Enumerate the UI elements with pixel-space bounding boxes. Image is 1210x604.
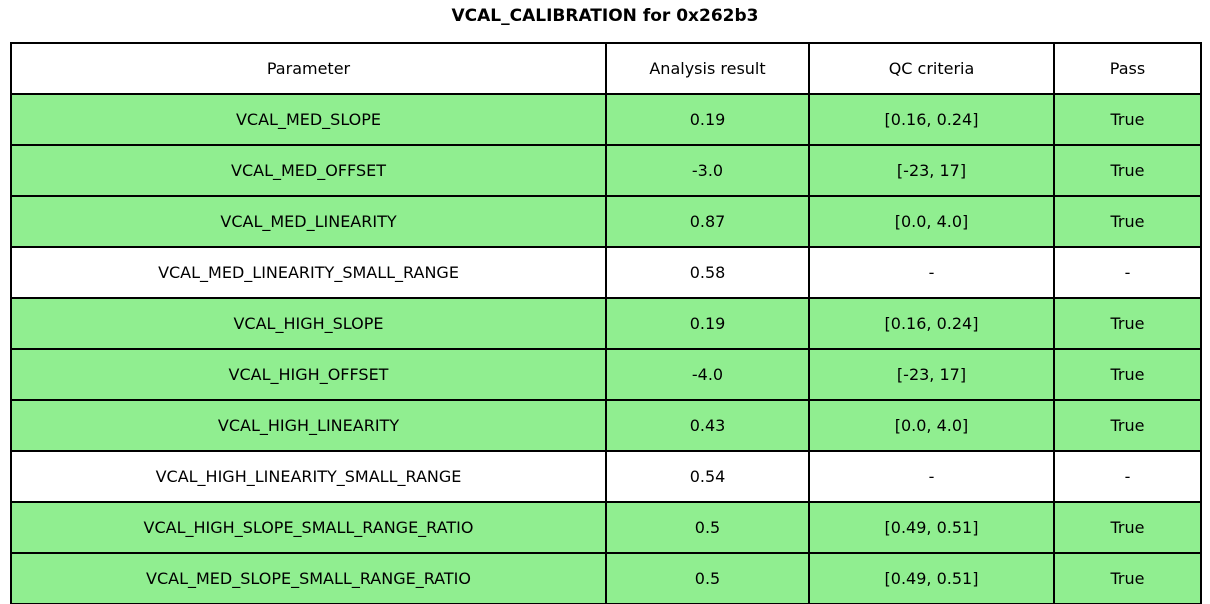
cell-pass: True xyxy=(1053,195,1202,248)
cell-parameter: VCAL_MED_LINEARITY_SMALL_RANGE xyxy=(10,246,607,299)
cell-pass: True xyxy=(1053,399,1202,452)
cell-pass: True xyxy=(1053,144,1202,197)
cell-pass: - xyxy=(1053,246,1202,299)
cell-result: 0.58 xyxy=(605,246,810,299)
cell-parameter: VCAL_MED_OFFSET xyxy=(10,144,607,197)
column-header-qc-criteria: QC criteria xyxy=(808,42,1055,95)
cell-parameter: VCAL_MED_LINEARITY xyxy=(10,195,607,248)
cell-criteria: - xyxy=(808,246,1055,299)
qc-calibration-table: Parameter Analysis result QC criteria Pa… xyxy=(10,42,1202,604)
table-row: VCAL_HIGH_SLOPE_SMALL_RANGE_RATIO 0.5 [0.4… xyxy=(10,501,1202,554)
cell-result: 0.54 xyxy=(605,450,810,503)
cell-criteria: [0.49, 0.51] xyxy=(808,501,1055,554)
cell-pass: True xyxy=(1053,501,1202,554)
cell-parameter: VCAL_HIGH_OFFSET xyxy=(10,348,607,401)
cell-pass: True xyxy=(1053,93,1202,146)
cell-result: 0.87 xyxy=(605,195,810,248)
cell-result: 0.5 xyxy=(605,501,810,554)
cell-criteria: [0.16, 0.24] xyxy=(808,93,1055,146)
cell-parameter: VCAL_MED_SLOPE_SMALL_RANGE_RATIO xyxy=(10,552,607,604)
cell-pass: - xyxy=(1053,450,1202,503)
table-row: VCAL_MED_OFFSET -3.0 [-23, 17] True xyxy=(10,144,1202,197)
cell-parameter: VCAL_HIGH_LINEARITY_SMALL_RANGE xyxy=(10,450,607,503)
column-header-parameter: Parameter xyxy=(10,42,607,95)
cell-result: 0.43 xyxy=(605,399,810,452)
table-row: VCAL_MED_LINEARITY_SMALL_RANGE 0.58- - xyxy=(10,246,1202,299)
cell-parameter: VCAL_HIGH_SLOPE_SMALL_RANGE_RATIO xyxy=(10,501,607,554)
cell-parameter: VCAL_HIGH_SLOPE xyxy=(10,297,607,350)
cell-criteria: [0.0, 4.0] xyxy=(808,399,1055,452)
cell-pass: True xyxy=(1053,297,1202,350)
table-body: VCAL_MED_SLOPE 0.19 [0.16, 0.24] True VCAL_M… xyxy=(10,93,1202,604)
table-row: VCAL_HIGH_OFFSET -4.0 [-23, 17] True xyxy=(10,348,1202,401)
table-row: VCAL_HIGH_LINEARITY 0.43 [0.0, 4.0] True xyxy=(10,399,1202,452)
cell-result: 0.19 xyxy=(605,93,810,146)
column-header-pass: Pass xyxy=(1053,42,1202,95)
cell-pass: True xyxy=(1053,348,1202,401)
table-row: VCAL_HIGH_LINEARITY_SMALL_RANGE 0.54- - xyxy=(10,450,1202,503)
cell-result: -4.0 xyxy=(605,348,810,401)
cell-criteria: - xyxy=(808,450,1055,503)
table-row: VCAL_MED_SLOPE 0.19 [0.16, 0.24] True xyxy=(10,93,1202,146)
table-row: VCAL_HIGH_SLOPE 0.19 [0.16, 0.24] True xyxy=(10,297,1202,350)
column-header-analysis-result: Analysis result xyxy=(605,42,810,95)
cell-parameter: VCAL_HIGH_LINEARITY xyxy=(10,399,607,452)
cell-criteria: [0.16, 0.24] xyxy=(808,297,1055,350)
cell-parameter: VCAL_MED_SLOPE xyxy=(10,93,607,146)
table-row: VCAL_MED_LINEARITY 0.87 [0.0, 4.0] True xyxy=(10,195,1202,248)
cell-result: -3.0 xyxy=(605,144,810,197)
cell-result: 0.5 xyxy=(605,552,810,604)
header-row: Parameter Analysis result QC criteria Pa… xyxy=(10,42,1202,95)
cell-pass: True xyxy=(1053,552,1202,604)
cell-result: 0.19 xyxy=(605,297,810,350)
cell-criteria: [0.0, 4.0] xyxy=(808,195,1055,248)
table-row: VCAL_MED_SLOPE_SMALL_RANGE_RATIO 0.5 [0.49… xyxy=(10,552,1202,604)
cell-criteria: [0.49, 0.51] xyxy=(808,552,1055,604)
cell-criteria: [-23, 17] xyxy=(808,348,1055,401)
page-title: VCAL_CALIBRATION for 0x262b3 xyxy=(451,6,759,26)
cell-criteria: [-23, 17] xyxy=(808,144,1055,197)
